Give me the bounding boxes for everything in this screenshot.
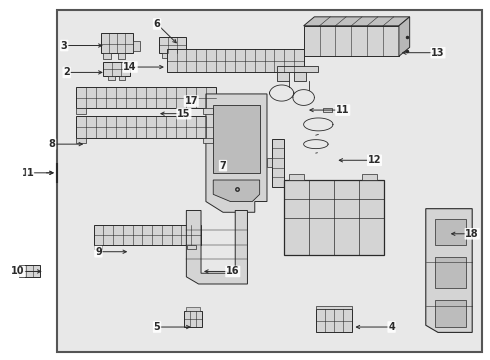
Text: 7: 7 [220,161,226,171]
Bar [203,108,213,114]
Text: 16: 16 [226,266,240,276]
Text: 10: 10 [11,266,24,276]
Bar [435,257,466,288]
Bar [277,66,318,72]
Bar [57,10,482,352]
Text: 18: 18 [466,229,479,239]
Bar [304,26,399,56]
Polygon shape [213,180,260,202]
Bar [294,72,306,81]
Text: 5: 5 [154,322,160,332]
Text: 2: 2 [63,67,70,77]
Polygon shape [399,17,410,56]
Text: 1: 1 [26,168,33,178]
Bar [267,158,272,167]
Bar [19,265,40,277]
Text: 6: 6 [154,19,160,29]
Bar [289,174,304,180]
Bar [284,180,384,255]
Bar [323,108,332,112]
Text: 9: 9 [95,247,102,257]
Polygon shape [206,94,267,212]
Text: 15: 15 [177,109,191,119]
Bar [203,138,213,143]
Bar [184,311,202,327]
Bar [94,244,102,249]
Bar [186,307,200,311]
Bar [187,244,196,249]
Bar [172,53,177,58]
Bar [76,138,86,143]
Bar [272,139,284,187]
Bar [162,53,168,58]
Polygon shape [426,209,472,332]
Text: 11: 11 [336,105,349,115]
Bar [76,116,216,138]
Text: 14: 14 [123,62,137,72]
Text: 4: 4 [388,322,395,332]
Bar [435,300,466,327]
Text: 3: 3 [61,41,68,50]
Bar [103,62,130,76]
Bar [133,41,140,51]
Text: 12: 12 [368,155,381,165]
Bar [76,87,216,108]
Bar [277,72,289,81]
Polygon shape [304,17,410,26]
Bar [119,76,125,80]
Bar [101,33,133,53]
Text: 17: 17 [185,96,198,106]
Bar [316,309,352,332]
Bar [316,306,352,309]
Bar [159,37,186,53]
Bar [435,220,466,244]
Bar [103,53,111,59]
Bar [94,225,201,244]
Bar [108,76,115,80]
Text: 13: 13 [431,48,445,58]
Bar [118,53,125,59]
Bar [362,174,377,180]
Text: 1: 1 [22,168,28,178]
Bar [76,108,86,114]
Polygon shape [186,211,247,284]
Bar [167,49,304,72]
Polygon shape [213,105,260,173]
Text: 8: 8 [49,139,55,149]
